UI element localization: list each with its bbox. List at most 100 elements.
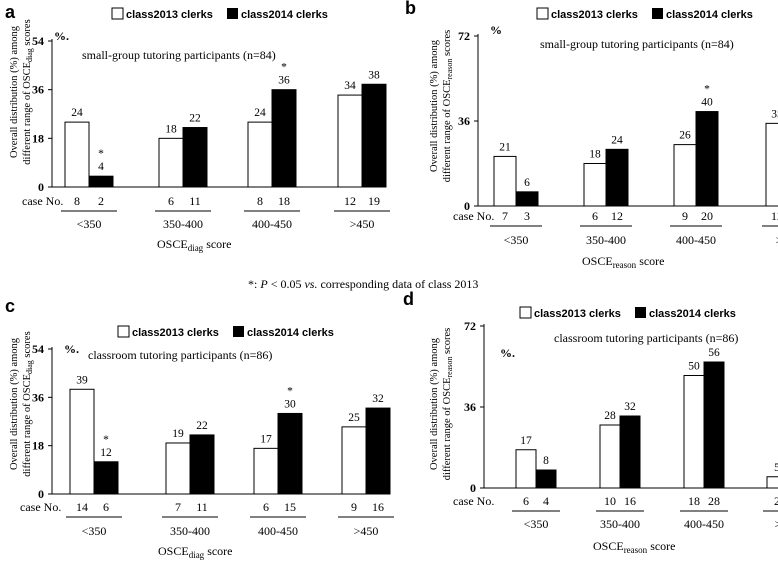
bar-2014 [619, 415, 641, 489]
case-number-label: case No. [453, 494, 494, 508]
legend-label-2014: class2014 clerks [247, 327, 334, 339]
case-count-2013: 6 [168, 194, 174, 208]
significance-marker: * [103, 434, 109, 446]
legend-label-2014: class2014 clerks [241, 9, 328, 21]
x-axis-title-sub: reason [613, 260, 637, 270]
data-label-2013: 26 [679, 130, 691, 142]
bar-2014 [535, 469, 557, 489]
x-axis-title: OSCEreason score [593, 539, 676, 555]
bar-2013 [337, 94, 363, 188]
significance-marker: * [287, 385, 293, 397]
panel-label: b [405, 0, 416, 18]
x-axis-title-sub: diag [189, 550, 205, 560]
case-count-2013: 9 [351, 500, 357, 514]
y-tick-label: 0 [38, 180, 44, 194]
data-label-2014: 30 [284, 398, 296, 410]
footnote-mid: < 0.05 [268, 277, 305, 291]
legend-label-2013: class2013 clerks [126, 9, 213, 21]
data-label-2013: 25 [348, 412, 360, 424]
bar-2014 [515, 191, 539, 207]
case-count-2013: 2 [774, 494, 778, 508]
bar-2014 [277, 412, 303, 495]
chart-panel-c: c class2013 clerks class2014 clerks classro… [5, 296, 394, 560]
data-label-2014: 6 [524, 177, 530, 189]
y-tick-label: 72 [458, 29, 470, 43]
bar-2013 [683, 375, 705, 489]
data-label-2014: 12 [100, 447, 112, 459]
category-label: >450 [776, 233, 778, 247]
legend-swatch-2013 [536, 7, 549, 20]
y-axis-title: Overall distribution (%) among different … [429, 328, 454, 481]
bar-2013 [64, 121, 90, 188]
data-label-2014: 36 [278, 75, 290, 87]
legend-swatch-2014 [652, 8, 663, 19]
y-axis-unit: %. [54, 29, 69, 43]
y-axis-title-sub: diag [25, 48, 34, 62]
y-axis-title-line2: different range of OSCE [442, 80, 453, 183]
data-label-2014: 4 [98, 161, 104, 173]
data-label-2014: 22 [196, 420, 208, 432]
y-axis-unit: % [490, 23, 502, 37]
chart-subtitle: small-group tutoring participants (n=84) [540, 37, 734, 51]
data-label-2013: 21 [499, 141, 511, 153]
data-label-2013: 24 [254, 107, 266, 119]
data-label-2013: 24 [71, 107, 83, 119]
y-axis-title-line1: Overall distribution (%) among [9, 337, 20, 470]
data-label-2013: 35 [771, 108, 778, 120]
legend-label-2014: class2014 clerks [649, 308, 736, 320]
y-axis-title: Overall distribution (%) among different … [9, 331, 34, 476]
legend-swatch-2014 [233, 326, 244, 337]
case-count-2013: 8 [74, 194, 80, 208]
case-count-2013: 12 [771, 209, 778, 223]
y-tick-label: 36 [464, 400, 476, 414]
y-axis-title-sub: reason [445, 59, 454, 80]
y-tick-label: 18 [32, 439, 44, 453]
category-label: <350 [77, 217, 102, 231]
category-label: 400-450 [684, 517, 724, 531]
case-count-2014: 6 [103, 500, 109, 514]
data-label-2014: 32 [624, 401, 636, 413]
case-count-2013: 18 [688, 494, 700, 508]
data-label-2014: 32 [372, 393, 384, 405]
category-label: >450 [354, 524, 379, 538]
x-axis-title: OSCEreason score [582, 254, 665, 270]
y-tick-label: 54 [32, 34, 44, 48]
bar-2014 [703, 361, 725, 489]
category-label: >450 [775, 517, 778, 531]
case-count-2013: 6 [592, 209, 598, 223]
case-count-2013: 14 [76, 500, 88, 514]
footnote: *: P < 0.05 vs. corresponding data of cl… [248, 277, 478, 291]
category-label: 350-400 [600, 517, 640, 531]
legend-label-2013: class2013 clerks [534, 308, 621, 320]
y-tick-label: 0 [464, 199, 470, 213]
chart-subtitle: classroom tutoring participants (n=86) [554, 331, 738, 345]
y-tick-label: 36 [32, 83, 44, 97]
bar-2014 [271, 89, 297, 188]
y-axis-title-sub: diag [25, 360, 34, 374]
y-axis-title-line1: Overall distribution (%) among [9, 25, 20, 158]
y-axis-title-line1: Overall distribution (%) among [429, 39, 440, 172]
bar-2013 [765, 122, 778, 207]
case-count-2014: 20 [701, 209, 713, 223]
y-axis-title-tail: scores [442, 328, 453, 357]
bar-2013 [766, 476, 778, 489]
legend-label-2014: class2014 clerks [666, 9, 753, 21]
x-axis-title-main: OSCE [157, 237, 188, 251]
panel-label: a [5, 2, 16, 22]
data-label-2014: 38 [368, 69, 380, 81]
y-axis-title-tail: scores [442, 30, 453, 59]
legend-swatch-2013 [111, 7, 124, 20]
x-axis-title-main: OSCE [158, 544, 189, 558]
chart-subtitle: small-group tutoring participants (n=84) [82, 48, 276, 62]
case-count-2014: 19 [368, 194, 380, 208]
data-label-2013: 18 [589, 149, 601, 161]
bar-2013 [515, 449, 537, 489]
chart-panel-a: a class2013 clerks class2014 clerks small-g… [5, 2, 390, 253]
footnote-p: P [259, 277, 268, 291]
x-axis-title-main: OSCE [593, 539, 624, 553]
x-axis-title-tail: score [203, 237, 231, 251]
y-axis-unit: %. [500, 346, 515, 360]
bar-2014 [182, 127, 208, 188]
y-axis-title-tail: scores [22, 331, 33, 360]
